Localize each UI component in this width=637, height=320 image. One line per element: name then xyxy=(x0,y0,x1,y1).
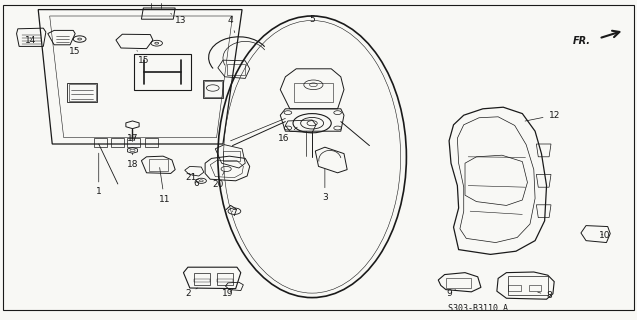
Bar xyxy=(217,279,233,282)
Text: 18: 18 xyxy=(127,153,138,169)
Text: 16: 16 xyxy=(278,127,297,143)
Text: 1: 1 xyxy=(96,153,102,196)
Text: 13: 13 xyxy=(171,13,186,25)
Text: 15: 15 xyxy=(69,47,81,56)
Bar xyxy=(217,273,233,285)
Bar xyxy=(227,64,245,75)
Bar xyxy=(508,276,548,295)
Bar xyxy=(294,83,333,102)
Text: 5: 5 xyxy=(309,15,315,24)
Text: 6: 6 xyxy=(193,179,199,188)
Bar xyxy=(127,138,140,147)
Bar xyxy=(194,273,210,285)
Text: 12: 12 xyxy=(525,111,560,121)
Text: 7: 7 xyxy=(231,209,238,218)
Bar xyxy=(194,279,210,282)
Bar xyxy=(223,151,240,161)
Bar xyxy=(529,285,541,291)
Text: FR.: FR. xyxy=(573,36,590,46)
Text: 20: 20 xyxy=(212,172,224,189)
Text: 19: 19 xyxy=(222,289,234,298)
Bar xyxy=(149,159,168,171)
Bar xyxy=(203,80,223,98)
Bar xyxy=(446,278,471,288)
Bar xyxy=(508,285,521,291)
Text: S303-B3110 A: S303-B3110 A xyxy=(448,304,508,313)
Text: 4: 4 xyxy=(228,16,235,33)
Text: 14: 14 xyxy=(25,36,36,45)
Bar xyxy=(94,138,107,147)
Bar xyxy=(145,138,158,147)
Text: 8: 8 xyxy=(538,292,552,300)
Text: 15: 15 xyxy=(137,51,150,65)
Bar xyxy=(134,54,191,90)
Text: 17: 17 xyxy=(127,129,138,143)
Text: 11: 11 xyxy=(159,168,170,204)
Text: 3: 3 xyxy=(322,169,328,202)
Bar xyxy=(204,81,222,97)
Bar xyxy=(111,138,124,147)
Text: 21: 21 xyxy=(185,173,197,182)
Bar xyxy=(67,83,97,102)
Text: 2: 2 xyxy=(185,288,197,298)
Text: 10: 10 xyxy=(599,231,611,240)
Text: 9: 9 xyxy=(446,289,455,298)
Bar xyxy=(69,84,96,101)
